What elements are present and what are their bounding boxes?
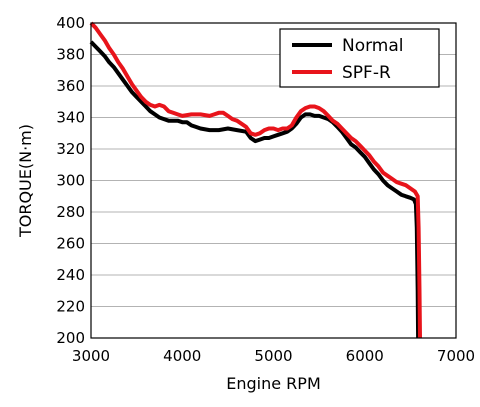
y-tick-label: 260: [56, 235, 85, 253]
y-tick-label: 360: [56, 77, 85, 95]
x-tick-label: 6000: [346, 347, 384, 365]
series-line-spf-r: [89, 21, 422, 339]
y-tick-label: 220: [56, 298, 85, 316]
legend-box: [279, 28, 440, 88]
plot-frame: [90, 22, 457, 339]
x-tick-label: 4000: [163, 347, 201, 365]
x-tick-labels: 3000 4000 5000 6000 7000: [72, 347, 475, 365]
x-tick-label: 3000: [72, 347, 110, 365]
series-layer: [89, 21, 422, 339]
grid-layer: [91, 54, 456, 307]
legend: Normal SPF-R: [279, 28, 440, 88]
y-axis-label: TORQUE(N·m): [16, 124, 35, 238]
y-tick-label: 240: [56, 266, 85, 284]
y-tick-label: 200: [56, 329, 85, 347]
y-tick-label: 280: [56, 203, 85, 221]
legend-label: Normal: [342, 36, 404, 56]
y-tick-label: 380: [56, 46, 85, 64]
y-tick-label: 300: [56, 172, 85, 190]
legend-label: SPF-R: [342, 63, 391, 83]
x-tick-label: 7000: [437, 347, 475, 365]
series-line-normal: [89, 40, 421, 339]
y-tick-labels: 200 220 240 260 280 300 320 340 360 380 400: [56, 14, 85, 347]
y-tick-label: 400: [56, 14, 85, 32]
y-tick-label: 340: [56, 109, 85, 127]
x-tick-label: 5000: [254, 347, 292, 365]
y-tick-label: 320: [56, 140, 85, 158]
x-axis-label: Engine RPM: [226, 374, 321, 393]
